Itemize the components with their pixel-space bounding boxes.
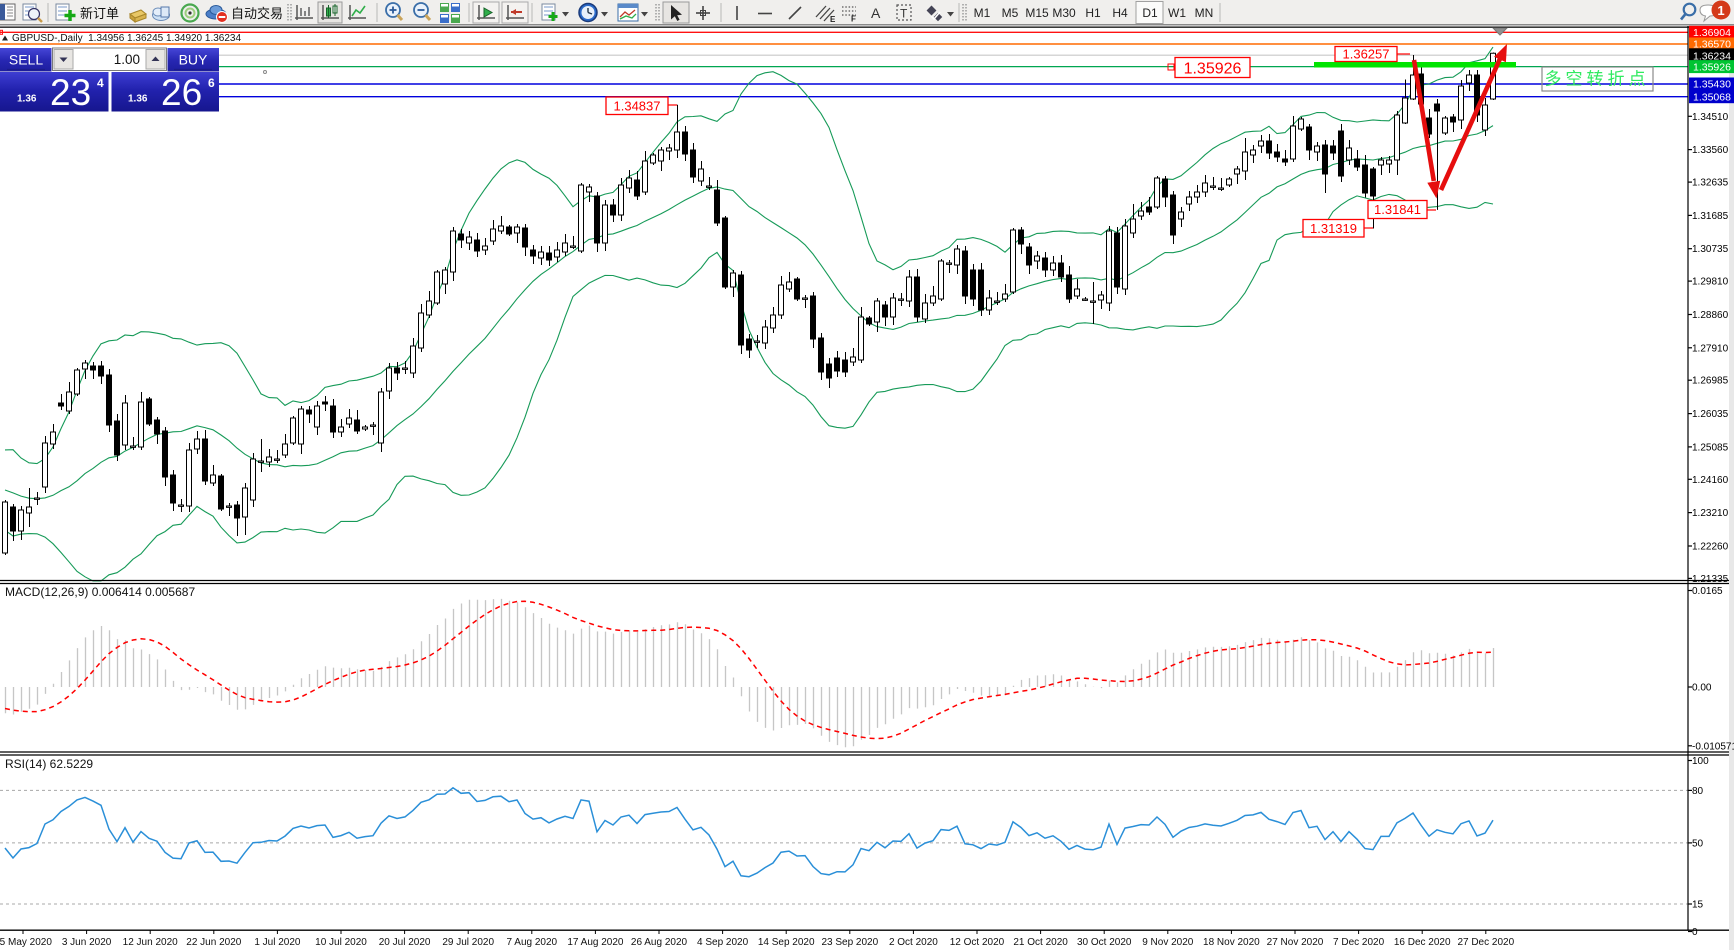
svg-text:1.26035: 1.26035 bbox=[1692, 409, 1729, 420]
svg-text:21 Oct 2020: 21 Oct 2020 bbox=[1013, 937, 1068, 948]
svg-text:H4: H4 bbox=[1112, 6, 1128, 20]
svg-text:1.26985: 1.26985 bbox=[1692, 376, 1729, 387]
svg-text:20 Jul 2020: 20 Jul 2020 bbox=[379, 937, 431, 948]
svg-text:M1: M1 bbox=[974, 6, 991, 20]
svg-text:-0.010571: -0.010571 bbox=[1692, 741, 1734, 752]
svg-text:4 Sep 2020: 4 Sep 2020 bbox=[697, 937, 749, 948]
svg-text:MN: MN bbox=[1195, 6, 1214, 20]
svg-text:4: 4 bbox=[97, 76, 104, 90]
svg-text:1.34837: 1.34837 bbox=[614, 98, 661, 113]
svg-text:RSI(14) 62.5229: RSI(14) 62.5229 bbox=[5, 757, 93, 771]
svg-text:1.28860: 1.28860 bbox=[1692, 310, 1729, 321]
svg-text:1.36257: 1.36257 bbox=[1343, 47, 1390, 62]
svg-text:22 Jun 2020: 22 Jun 2020 bbox=[186, 937, 241, 948]
svg-text:3 Jun 2020: 3 Jun 2020 bbox=[62, 937, 112, 948]
svg-text:M30: M30 bbox=[1052, 6, 1076, 20]
svg-text:1.23210: 1.23210 bbox=[1692, 508, 1729, 519]
svg-text:1.36904: 1.36904 bbox=[1693, 27, 1731, 39]
svg-text:1.22260: 1.22260 bbox=[1692, 542, 1729, 553]
svg-text:1.32635: 1.32635 bbox=[1692, 178, 1729, 189]
svg-text:10 Jul 2020: 10 Jul 2020 bbox=[315, 937, 367, 948]
svg-text:新订单: 新订单 bbox=[80, 6, 119, 21]
svg-text:1.35926: 1.35926 bbox=[1693, 61, 1731, 73]
svg-text:2 Oct 2020: 2 Oct 2020 bbox=[889, 937, 938, 948]
svg-text:GBPUSD-,Daily 1.34956 1.36245: GBPUSD-,Daily 1.34956 1.36245 1.34920 1.… bbox=[12, 33, 241, 44]
svg-text:1.31319: 1.31319 bbox=[1310, 221, 1357, 236]
svg-text:30 Oct 2020: 30 Oct 2020 bbox=[1077, 937, 1132, 948]
svg-text:1: 1 bbox=[1717, 3, 1724, 18]
svg-text:M5: M5 bbox=[1002, 6, 1019, 20]
svg-text:1.24160: 1.24160 bbox=[1692, 475, 1729, 486]
svg-text:1.21335: 1.21335 bbox=[1692, 574, 1729, 585]
svg-text:W1: W1 bbox=[1168, 6, 1186, 20]
svg-text:1.25085: 1.25085 bbox=[1692, 442, 1729, 453]
svg-text:A: A bbox=[871, 5, 881, 21]
svg-text:7 Dec 2020: 7 Dec 2020 bbox=[1333, 937, 1385, 948]
svg-text:80: 80 bbox=[1692, 786, 1704, 797]
svg-text:27 Dec 2020: 27 Dec 2020 bbox=[1457, 937, 1514, 948]
svg-text:17 Aug 2020: 17 Aug 2020 bbox=[567, 937, 624, 948]
svg-text:M15: M15 bbox=[1025, 6, 1049, 20]
svg-text:27 Nov 2020: 27 Nov 2020 bbox=[1267, 937, 1324, 948]
svg-text:6: 6 bbox=[208, 76, 215, 90]
svg-text:T: T bbox=[900, 7, 908, 21]
svg-text:1.34510: 1.34510 bbox=[1692, 112, 1729, 123]
svg-text:23 Sep 2020: 23 Sep 2020 bbox=[821, 937, 878, 948]
svg-text:SELL: SELL bbox=[9, 52, 43, 68]
svg-text:BUY: BUY bbox=[179, 52, 208, 68]
svg-text:26: 26 bbox=[161, 72, 202, 113]
svg-text:1.35926: 1.35926 bbox=[1184, 60, 1242, 77]
svg-text:1.36: 1.36 bbox=[128, 94, 148, 105]
svg-text:1.36: 1.36 bbox=[17, 94, 37, 105]
svg-text:1.00: 1.00 bbox=[114, 52, 140, 67]
svg-text:14 Sep 2020: 14 Sep 2020 bbox=[758, 937, 815, 948]
svg-text:23: 23 bbox=[50, 72, 91, 113]
svg-text:E: E bbox=[830, 15, 836, 24]
svg-text:0: 0 bbox=[1692, 927, 1698, 938]
svg-text:9 Nov 2020: 9 Nov 2020 bbox=[1142, 937, 1194, 948]
svg-text:多空转折点: 多空转折点 bbox=[1545, 70, 1650, 89]
svg-text:MACD(12,26,9) 0.006414 0.00568: MACD(12,26,9) 0.006414 0.005687 bbox=[5, 585, 195, 599]
svg-text:1.30735: 1.30735 bbox=[1692, 244, 1729, 255]
svg-text:15: 15 bbox=[1692, 900, 1704, 911]
svg-text:12 Oct 2020: 12 Oct 2020 bbox=[950, 937, 1005, 948]
svg-text:0.00: 0.00 bbox=[1692, 683, 1712, 694]
svg-text:1.31685: 1.31685 bbox=[1692, 211, 1729, 222]
svg-text:12 Jun 2020: 12 Jun 2020 bbox=[123, 937, 178, 948]
svg-text:16 Dec 2020: 16 Dec 2020 bbox=[1394, 937, 1451, 948]
svg-text:7 Aug 2020: 7 Aug 2020 bbox=[506, 937, 557, 948]
svg-text:H1: H1 bbox=[1085, 6, 1101, 20]
svg-text:1.27910: 1.27910 bbox=[1692, 343, 1729, 354]
svg-text:18 Nov 2020: 18 Nov 2020 bbox=[1203, 937, 1260, 948]
svg-text:50: 50 bbox=[1692, 838, 1704, 849]
svg-text:25 May 2020: 25 May 2020 bbox=[0, 937, 52, 948]
svg-text:自动交易: 自动交易 bbox=[231, 6, 283, 21]
svg-text:100: 100 bbox=[1692, 756, 1709, 767]
svg-text:1.36570: 1.36570 bbox=[1693, 39, 1731, 51]
svg-text:1 Jul 2020: 1 Jul 2020 bbox=[254, 937, 301, 948]
svg-text:1.35430: 1.35430 bbox=[1693, 79, 1731, 91]
svg-text:D1: D1 bbox=[1142, 6, 1158, 20]
svg-text:F: F bbox=[851, 15, 856, 24]
svg-text:1.35068: 1.35068 bbox=[1693, 91, 1731, 103]
svg-text:26 Aug 2020: 26 Aug 2020 bbox=[631, 937, 688, 948]
svg-text:29 Jul 2020: 29 Jul 2020 bbox=[442, 937, 494, 948]
svg-text:1.33560: 1.33560 bbox=[1692, 145, 1729, 156]
svg-text:1.36234: 1.36234 bbox=[1693, 51, 1731, 63]
svg-text:1.29810: 1.29810 bbox=[1692, 277, 1729, 288]
svg-text:1.31841: 1.31841 bbox=[1374, 202, 1421, 217]
svg-text:0.0165: 0.0165 bbox=[1692, 586, 1723, 597]
